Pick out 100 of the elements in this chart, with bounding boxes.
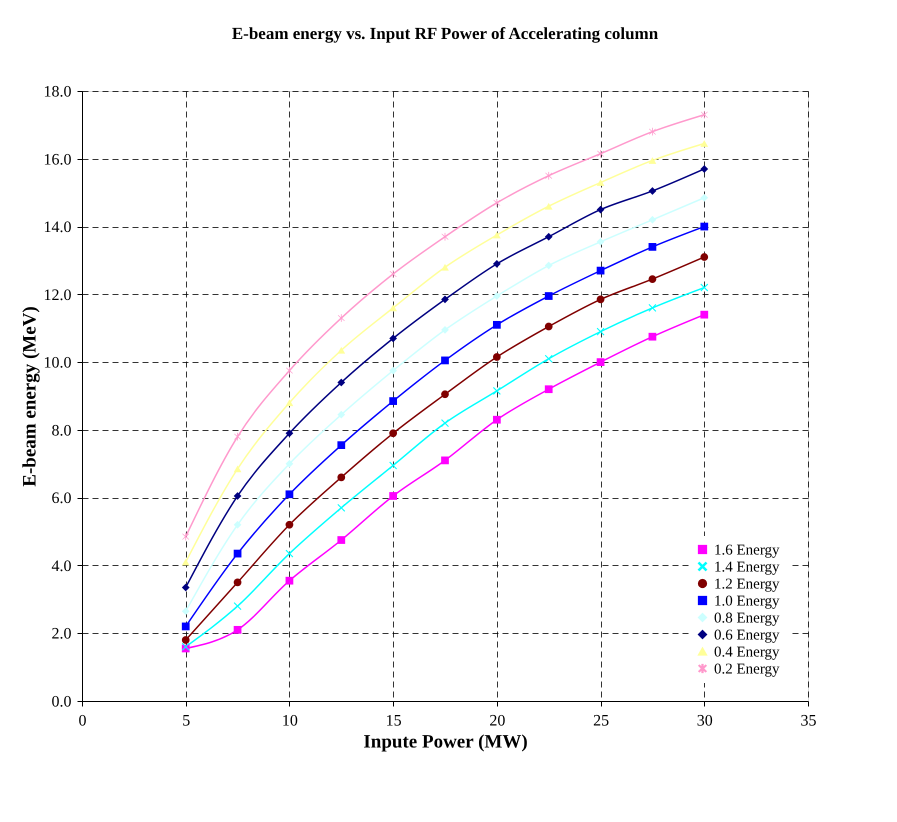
point (596, 266, 604, 274)
point (441, 419, 449, 427)
point (596, 179, 604, 186)
point (544, 232, 553, 241)
x-tick-label: 35 (800, 712, 816, 730)
point (286, 366, 293, 374)
point (337, 536, 346, 544)
legend-label: 0.4 Energy (714, 644, 780, 660)
legend-label: 1.2 Energy (714, 576, 780, 592)
point (234, 626, 242, 634)
point (338, 314, 345, 322)
point (700, 194, 708, 202)
point (648, 187, 656, 195)
point (544, 262, 553, 270)
point (545, 172, 552, 180)
point (234, 492, 242, 500)
point (492, 260, 501, 268)
point (286, 490, 294, 498)
point (700, 140, 708, 147)
point (389, 397, 398, 405)
point (337, 410, 346, 419)
point (648, 304, 656, 312)
point (390, 270, 397, 278)
x-tick-label: 15 (386, 712, 402, 730)
point (286, 520, 294, 529)
y-tick-label: 2.0 (52, 626, 72, 643)
point (337, 378, 346, 386)
point (492, 232, 501, 238)
point (700, 253, 708, 261)
legend-label: 1.4 Energy (714, 560, 780, 576)
point (544, 292, 553, 300)
point (389, 366, 398, 374)
x-tick-label: 25 (593, 712, 610, 730)
x-tick-label: 0 (78, 712, 86, 730)
point (286, 399, 294, 406)
point (234, 578, 242, 586)
point (337, 346, 346, 354)
point (700, 165, 708, 173)
point (442, 232, 448, 241)
point (492, 292, 501, 300)
point (286, 576, 294, 585)
x-tick-label: 5 (182, 712, 190, 730)
point (441, 456, 449, 464)
y-axis-title: E-beam energy (MeV) (20, 306, 40, 487)
point (234, 432, 242, 441)
point (648, 128, 656, 136)
point (389, 304, 398, 312)
point (492, 387, 501, 395)
chart-title: E-beam energy vs. Input RF Power of Accelerating column (232, 24, 659, 43)
x-tick-label: 20 (489, 712, 506, 730)
point (700, 222, 708, 230)
point (441, 264, 449, 271)
legend-label: 1.0 Energy (714, 594, 780, 610)
point (596, 238, 604, 246)
y-tick-label: 18.0 (44, 84, 72, 100)
y-tick-label: 10.0 (44, 354, 72, 372)
point (389, 492, 398, 500)
point (544, 202, 553, 210)
point (182, 636, 190, 644)
legend-label: 1.6 Energy (714, 542, 780, 558)
point (234, 602, 242, 610)
point (648, 157, 656, 164)
point (492, 353, 501, 361)
point (648, 332, 656, 341)
point (596, 328, 604, 336)
x-tick-label: 10 (282, 712, 298, 730)
legend-label: 0.2 Energy (714, 662, 780, 678)
y-tick-label: 8.0 (52, 422, 72, 440)
point (389, 334, 398, 342)
point (286, 429, 294, 438)
y-tick-label: 0.0 (52, 694, 72, 710)
point (337, 441, 346, 450)
point (544, 385, 553, 394)
point (700, 110, 708, 119)
point (441, 390, 449, 398)
point (441, 326, 449, 334)
y-tick-label: 16.0 (44, 151, 72, 168)
point (182, 622, 190, 630)
point (648, 216, 656, 224)
point (700, 310, 708, 319)
point (182, 584, 190, 592)
point (182, 558, 190, 566)
y-tick-label: 6.0 (52, 490, 72, 508)
y-tick-label: 4.0 (52, 558, 72, 575)
point (596, 206, 604, 214)
point (337, 504, 346, 512)
legend-label: 0.8 Energy (714, 610, 780, 626)
point (597, 150, 604, 158)
point (337, 473, 346, 482)
point (441, 356, 449, 364)
point (389, 429, 398, 438)
legend-label: 0.6 Energy (714, 628, 780, 644)
point (389, 462, 398, 470)
point (234, 520, 242, 529)
point (441, 296, 449, 304)
point (234, 550, 242, 558)
x-tick-label: 30 (696, 712, 713, 730)
point (544, 354, 553, 363)
point (286, 460, 294, 468)
point (648, 243, 656, 251)
